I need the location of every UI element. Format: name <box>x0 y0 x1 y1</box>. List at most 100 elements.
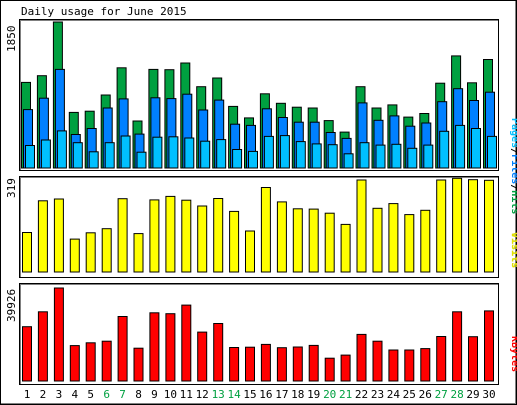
legend-hits: Hits <box>509 190 517 214</box>
day-label: 7 <box>119 388 126 401</box>
pages-bar <box>311 143 322 169</box>
pages-bar <box>455 124 466 169</box>
day-label: 27 <box>435 388 448 401</box>
panel-kbytes-box <box>19 283 499 385</box>
day-label: 22 <box>355 388 368 401</box>
visits-bar <box>452 177 463 273</box>
legend-sep-2: / <box>509 184 517 190</box>
kbytes-bar <box>308 344 319 382</box>
legend-visits: Visits <box>509 232 517 268</box>
kbytes-bar <box>37 311 48 382</box>
visits-bar <box>133 233 144 273</box>
pages-bar <box>487 135 497 169</box>
kbytes-bar <box>372 340 383 382</box>
visits-bar <box>372 207 383 273</box>
pages-bar <box>423 144 434 169</box>
pages-bar <box>359 142 370 169</box>
day-label: 17 <box>275 388 288 401</box>
day-label: 21 <box>339 388 352 401</box>
pages-bar <box>56 130 67 169</box>
kbytes-bar <box>276 347 287 382</box>
pages-bar <box>184 137 195 169</box>
kbytes-bar <box>484 310 494 382</box>
kbytes-bar <box>117 316 128 382</box>
kbytes-bar <box>356 333 367 382</box>
panel-hits-box <box>19 19 499 171</box>
visits-bar <box>197 205 208 273</box>
day-label: 2 <box>40 388 47 401</box>
pages-bar <box>439 130 450 169</box>
kbytes-bar <box>292 346 303 382</box>
pages-bar <box>168 136 179 169</box>
kbytes-bar <box>436 336 447 382</box>
day-label: 4 <box>71 388 78 401</box>
kbytes-bars-group <box>22 287 494 382</box>
day-label: 15 <box>243 388 256 401</box>
visits-bars-group <box>22 177 494 273</box>
kbytes-bar <box>420 348 431 382</box>
pages-bar <box>216 139 227 169</box>
visits-bar <box>181 199 192 273</box>
day-label: 1 <box>24 388 31 401</box>
kbytes-bar <box>197 331 208 382</box>
panel-visits-box <box>19 176 499 278</box>
day-label: 29 <box>466 388 479 401</box>
pages-bar <box>136 151 147 169</box>
visits-bar <box>22 232 32 273</box>
kbytes-bar <box>101 340 112 382</box>
pages-bar <box>200 140 211 169</box>
kbytes-bar <box>149 312 160 382</box>
visits-bar <box>101 228 112 273</box>
day-label: 16 <box>259 388 272 401</box>
day-label: 19 <box>307 388 320 401</box>
kbytes-bar <box>53 287 64 382</box>
pages-bar <box>375 144 386 169</box>
visits-bar <box>324 212 335 273</box>
day-label: 30 <box>482 388 495 401</box>
kbytes-bar <box>22 326 32 382</box>
kbytes-bar <box>181 304 192 382</box>
visits-bar <box>245 230 255 273</box>
pages-bar <box>263 135 274 169</box>
pages-bar <box>327 144 338 169</box>
visits-bar <box>53 198 64 273</box>
visits-bar <box>276 201 287 273</box>
day-labels-group: 1 2 3 4 5 6 7 8 9 10 11 12 13 14 15 16 17 18 19 20 21 22 23 24 2… <box>24 388 496 401</box>
kbytes-bar <box>404 349 415 382</box>
visits-bar <box>404 214 415 273</box>
kbytes-bar <box>388 349 399 382</box>
day-label: 5 <box>87 388 94 401</box>
hits-bars-group <box>21 21 497 169</box>
visits-bar <box>117 198 128 273</box>
day-label: 9 <box>151 388 158 401</box>
visits-bar <box>484 179 494 273</box>
visits-bar <box>468 179 478 273</box>
day-label: 14 <box>227 388 241 401</box>
kbytes-bar <box>69 345 80 382</box>
pages-bar <box>391 143 402 169</box>
visits-bar <box>292 208 303 273</box>
day-label: 10 <box>164 388 177 401</box>
day-label: 28 <box>450 388 463 401</box>
pages-bar <box>343 153 354 169</box>
day-label: 3 <box>56 388 63 401</box>
day-label: 20 <box>323 388 336 401</box>
pages-bar <box>248 150 258 169</box>
pages-bar <box>152 136 163 169</box>
pages-bar <box>40 139 51 169</box>
kbytes-bar <box>340 354 351 382</box>
kbytes-bar <box>260 343 271 382</box>
pages-bar <box>72 142 83 169</box>
legend-pages: Pages <box>509 118 517 148</box>
legend-pages-files-hits: Pages/Files/Hits <box>509 118 517 214</box>
day-label: 11 <box>180 388 193 401</box>
kbytes-bar <box>324 357 335 382</box>
kbytes-bar <box>229 347 240 382</box>
kbytes-bar <box>452 311 463 382</box>
day-label: 8 <box>135 388 142 401</box>
visits-bar <box>69 238 80 273</box>
visits-max-label: 319 <box>5 178 18 198</box>
kbytes-bar <box>213 323 224 382</box>
